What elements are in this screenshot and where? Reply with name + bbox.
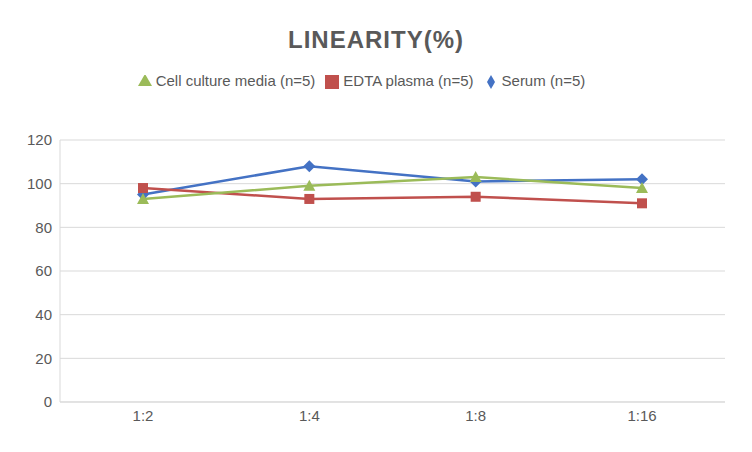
- html-text:LINEARITY(%): LINEARITY(%): [288, 26, 464, 53]
- svg-text:120: 120: [27, 131, 52, 148]
- svg-text:1:16: 1:16: [627, 407, 656, 424]
- html-text:EDTA plasma (n=5): EDTA plasma (n=5): [343, 72, 474, 89]
- svg-text:60: 60: [35, 262, 52, 279]
- svg-text:80: 80: [35, 219, 52, 236]
- svg-text:20: 20: [35, 350, 52, 367]
- svg-text:40: 40: [35, 306, 52, 323]
- svg-text:100: 100: [27, 175, 52, 192]
- svg-text:0: 0: [44, 393, 52, 410]
- svg-text:1:8: 1:8: [465, 407, 486, 424]
- html-text:Serum (n=5): Serum (n=5): [501, 72, 586, 89]
- svg-text:1:4: 1:4: [299, 407, 320, 424]
- html-text:Cell culture media (n=5): Cell culture media (n=5): [155, 72, 316, 89]
- svg-text:1:2: 1:2: [133, 407, 154, 424]
